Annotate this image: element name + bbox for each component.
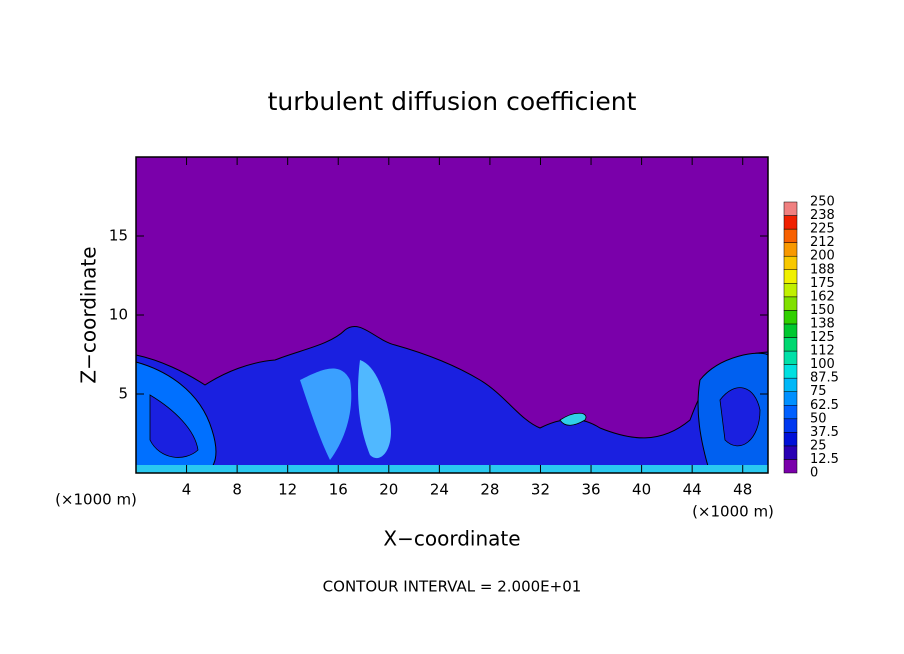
colorbar-label: 0 xyxy=(810,466,818,481)
colorbar-label: 138 xyxy=(810,316,835,331)
x-tick-label: 16 xyxy=(329,481,348,499)
colorbar-label: 75 xyxy=(810,384,827,399)
x-tick-label: 12 xyxy=(278,481,297,499)
colorbar-band xyxy=(783,391,798,406)
colorbar-band xyxy=(783,418,798,433)
colorbar-label: 212 xyxy=(810,235,835,250)
x-axis-label: X−coordinate xyxy=(383,527,520,551)
colorbar-label: 225 xyxy=(810,222,835,237)
colorbar-label: 175 xyxy=(810,276,835,291)
colorbar-label: 100 xyxy=(810,357,835,372)
colorbar-band xyxy=(783,283,798,298)
footer-note: CONTOUR INTERVAL = 2.000E+01 xyxy=(323,578,582,596)
x-tick-label: 8 xyxy=(232,481,242,499)
colorbar-band xyxy=(783,350,798,365)
colorbar-label: 188 xyxy=(810,262,835,277)
x-tick-label: 40 xyxy=(632,481,651,499)
colorbar-label: 62.5 xyxy=(810,398,839,413)
colorbar-label: 150 xyxy=(810,303,835,318)
colorbar-band xyxy=(783,242,798,257)
colorbar-label: 250 xyxy=(810,195,835,210)
colorbar-band xyxy=(783,377,798,392)
colorbar-label: 238 xyxy=(810,208,835,223)
field-region xyxy=(358,360,391,459)
x-unit-label: (×1000 m) xyxy=(692,503,774,521)
colorbar-band xyxy=(783,364,798,379)
field-region xyxy=(559,412,587,426)
field-region xyxy=(136,465,768,473)
field-region xyxy=(149,394,199,458)
x-tick-label: 4 xyxy=(182,481,192,499)
x-tick-label: 48 xyxy=(733,481,752,499)
y-tick-label: 10 xyxy=(109,306,128,324)
colorbar-label: 37.5 xyxy=(810,425,839,440)
field xyxy=(135,157,769,474)
colorbar-label: 125 xyxy=(810,330,835,345)
colorbar-band xyxy=(783,310,798,325)
colorbar-band xyxy=(783,445,798,460)
colorbar-band xyxy=(783,201,798,216)
y-axis-label: Z−coordinate xyxy=(77,246,101,383)
colorbar-band xyxy=(783,215,798,230)
colorbar-label: 162 xyxy=(810,289,835,304)
colorbar-band xyxy=(783,296,798,311)
colorbar-band xyxy=(783,228,798,243)
colorbar-label: 25 xyxy=(810,438,827,453)
x-tick-label: 28 xyxy=(480,481,499,499)
colorbar-band xyxy=(783,337,798,352)
colorbar-band xyxy=(783,432,798,447)
colorbar-band xyxy=(783,405,798,420)
x-tick-label: 32 xyxy=(531,481,550,499)
colorbar-band xyxy=(783,323,798,338)
x-unit-label: (×1000 m) xyxy=(55,491,137,509)
x-tick-label: 24 xyxy=(430,481,449,499)
y-tick-label: 5 xyxy=(118,385,128,403)
colorbar-band xyxy=(783,255,798,271)
colorbar-band xyxy=(783,459,798,474)
y-tick-label: 15 xyxy=(109,227,128,245)
colorbar-label: 87.5 xyxy=(810,371,839,386)
field-region xyxy=(719,387,761,447)
colorbar-label: 50 xyxy=(810,411,827,426)
chart-title: turbulent diffusion coefficient xyxy=(268,87,637,116)
colorbar-band xyxy=(783,269,798,284)
field-region xyxy=(135,325,769,474)
x-tick-label: 44 xyxy=(683,481,702,499)
x-tick-label: 36 xyxy=(581,481,600,499)
colorbar-label: 12.5 xyxy=(810,452,839,467)
field-region xyxy=(300,368,352,460)
x-tick-label: 20 xyxy=(379,481,398,499)
colorbar-label: 200 xyxy=(810,249,835,264)
colorbar-label: 112 xyxy=(810,344,835,359)
